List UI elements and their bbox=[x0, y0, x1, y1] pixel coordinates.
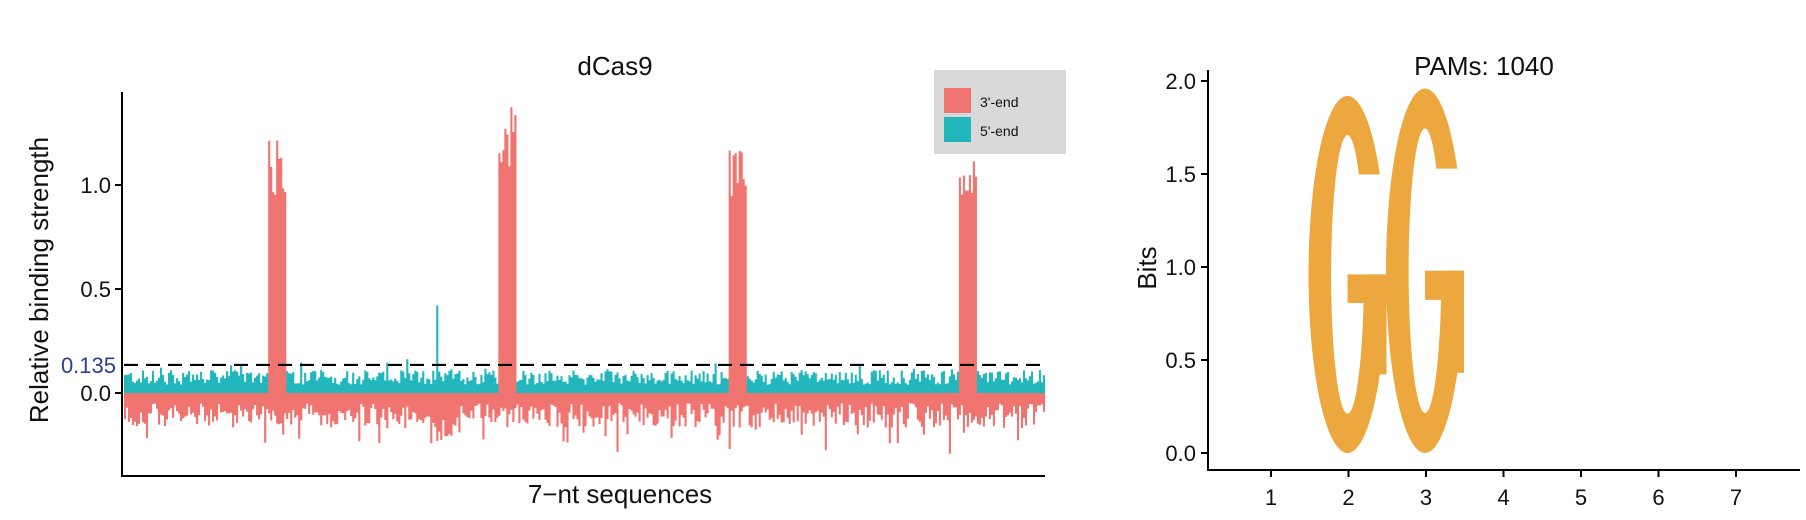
logo-x-tick-label: 7 bbox=[1730, 485, 1742, 510]
bars-3prime bbox=[123, 393, 1046, 454]
logo-y-axis-ticks: 0.0 0.5 1.0 1.5 2.0 bbox=[1165, 69, 1208, 466]
logo-y-tick-label: 1.5 bbox=[1165, 162, 1196, 187]
legend-label-3prime: 3'-end bbox=[980, 94, 1018, 110]
bars-3prime-peaks bbox=[268, 107, 977, 393]
logo-letters bbox=[1308, 88, 1468, 453]
logo-x-tick-label: 2 bbox=[1342, 485, 1354, 510]
threshold-label: 0.135 bbox=[61, 353, 116, 378]
logo-letter-G bbox=[1386, 88, 1468, 453]
x-axis-label: 7−nt sequences bbox=[528, 479, 712, 509]
y-axis-label: Relative binding strength bbox=[24, 137, 54, 423]
logo-x-axis-ticks: 1 2 3 4 5 6 7 bbox=[1265, 470, 1742, 510]
logo-y-tick-label: 0.5 bbox=[1165, 348, 1196, 373]
y-tick-label: 1.0 bbox=[80, 173, 111, 198]
logo-x-tick-label: 4 bbox=[1497, 485, 1509, 510]
logo-x-tick-label: 1 bbox=[1265, 485, 1277, 510]
logo-y-axis-label: Bits bbox=[1132, 246, 1162, 289]
binding-bars bbox=[123, 107, 1046, 454]
y-axis-ticks: 0.0 0.5 1.0 bbox=[80, 173, 122, 406]
logo-y-tick-label: 0.0 bbox=[1165, 441, 1196, 466]
binding-chart-title: dCas9 bbox=[577, 51, 652, 81]
logo-y-tick-label: 1.0 bbox=[1165, 255, 1196, 280]
y-tick-label: 0.0 bbox=[80, 381, 111, 406]
logo-letter-G bbox=[1308, 95, 1391, 453]
logo-chart-title: PAMs: 1040 bbox=[1414, 51, 1554, 81]
logo-x-tick-label: 6 bbox=[1652, 485, 1664, 510]
legend-label-5prime: 5'-end bbox=[980, 123, 1018, 139]
logo-x-tick-label: 3 bbox=[1420, 485, 1432, 510]
legend-swatch-5prime bbox=[944, 117, 971, 142]
logo-x-tick-label: 5 bbox=[1575, 485, 1587, 510]
bars-5prime bbox=[123, 305, 1046, 393]
legend: 3'-end 5'-end bbox=[934, 70, 1066, 154]
logo-y-tick-label: 2.0 bbox=[1165, 69, 1196, 94]
y-tick-label: 0.5 bbox=[80, 277, 111, 302]
legend-swatch-3prime bbox=[944, 88, 971, 113]
logo-chart: PAMs: 1040 0.0 0.5 1.0 1.5 2.0 1 2 3 4 5 6 7 Bits bbox=[1132, 51, 1800, 510]
binding-chart: dCas9 0.135 0.0 0.5 1.0 7−nt sequences Rel… bbox=[24, 51, 1066, 509]
